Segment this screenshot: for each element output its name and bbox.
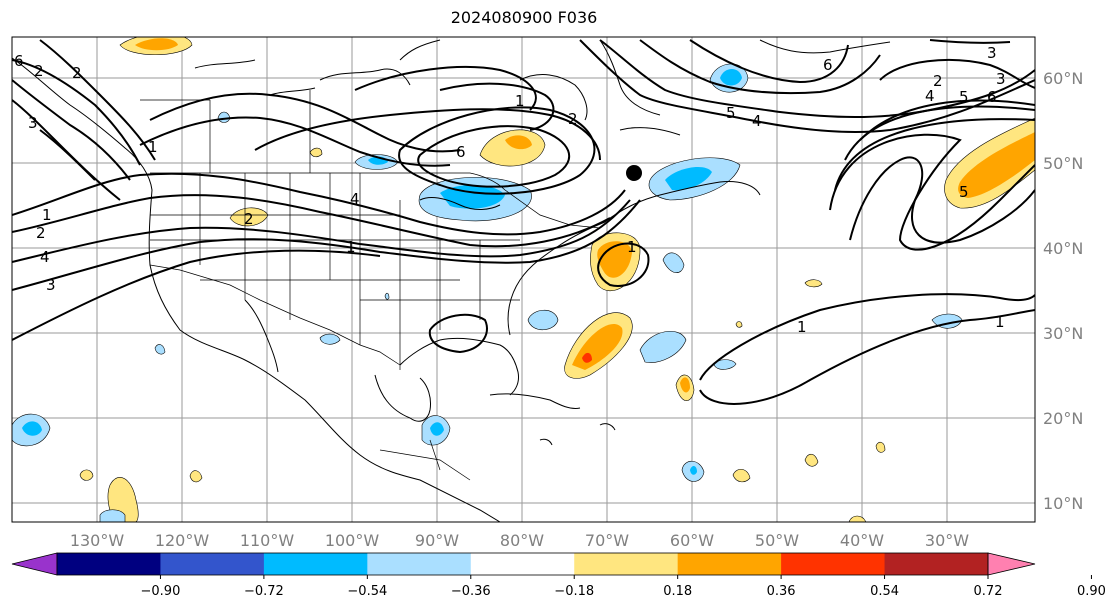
lon-label: 110°W (240, 531, 295, 550)
contour-label: 1 (797, 318, 807, 336)
colorbar-extend-high (987, 552, 1036, 576)
colorbar-bin (367, 553, 472, 575)
contour-label: 2 (36, 224, 46, 242)
contour-label: 2 (933, 72, 943, 90)
contour-label: 5 (726, 104, 736, 122)
contour-label: 4 (40, 248, 50, 266)
colorbar: −0.90 −0.72 −0.54 −0.36 −0.18 0.18 0.36 0.54 0.7… (11, 552, 1105, 599)
colorbar-extend-low (11, 552, 58, 576)
contour-label: 4 (752, 112, 762, 130)
contour-label: 1 (148, 138, 158, 156)
colorbar-tick-label: −0.18 (554, 584, 594, 599)
colorbar-bin (57, 553, 161, 575)
colorbar-bin (470, 553, 575, 575)
lat-label: 40°N (1043, 239, 1083, 258)
contour-label: 2 (244, 210, 254, 228)
contour-label: 6 (987, 88, 997, 106)
colorbar-bin (677, 553, 782, 575)
contour-label: 2 (568, 110, 578, 128)
map-frame (11, 36, 1036, 523)
colorbar-bin (574, 553, 679, 575)
lon-label: 80°W (500, 531, 544, 550)
contour-label: 1 (627, 238, 637, 256)
contour-label: 1 (346, 238, 356, 256)
colorbar-outline (56, 552, 989, 576)
contour-label-group: 6 2 2 3 1 1 2 4 3 1 2 6 4 1 2 1 6 3 2 3 … (14, 44, 1006, 336)
colorbar-tick-label: 0.36 (767, 584, 796, 599)
contour-label: 6 (14, 52, 24, 70)
colorbar-bin (884, 553, 989, 575)
contour-label: 5 (959, 88, 969, 106)
lon-label: 50°W (755, 531, 799, 550)
colorbar-tick-label: 0.72 (974, 584, 1003, 599)
contour-label: 3 (987, 44, 997, 62)
contour-label: 5 (959, 183, 969, 201)
contour-label: 1 (995, 313, 1005, 331)
lon-label: 90°W (415, 531, 459, 550)
colorbar-tick-label: −0.72 (244, 584, 284, 599)
political-borders (140, 90, 601, 481)
contour-label: 2 (72, 64, 82, 82)
contour-label: 6 (456, 143, 466, 161)
lat-label: 50°N (1043, 154, 1083, 173)
contour-label: 3 (996, 70, 1006, 88)
lon-label: 40°W (840, 531, 884, 550)
lon-label: 100°W (325, 531, 380, 550)
colorbar-tick-label: 0.54 (870, 584, 899, 599)
contour-label: 4 (925, 87, 935, 105)
lon-label: 70°W (585, 531, 629, 550)
colorbar-tick-label: 0.90 (1077, 584, 1105, 599)
lat-label: 60°N (1043, 69, 1083, 88)
colorbar-bin (781, 553, 886, 575)
coastlines (12, 39, 891, 522)
lon-label: 130°W (70, 531, 125, 550)
colorbar-tick-label: −0.90 (141, 584, 181, 599)
contour-label: 1 (42, 206, 52, 224)
longitude-labels: 130°W 120°W 110°W 100°W 90°W 80°W 70°W 6… (70, 531, 969, 550)
lon-label: 30°W (925, 531, 969, 550)
contour-label: 1 (515, 92, 525, 110)
colorbar-bin (160, 553, 265, 575)
colorbar-bin (263, 553, 368, 575)
contour-label: 3 (28, 114, 38, 132)
lat-label: 30°N (1043, 324, 1083, 343)
contour-label: 3 (46, 276, 56, 294)
lon-label: 60°W (670, 531, 714, 550)
contour-label: 4 (350, 190, 360, 208)
lat-label: 20°N (1043, 409, 1083, 428)
map-title: 2024080900 F036 (450, 8, 598, 27)
colorbar-tick-label: −0.36 (451, 584, 491, 599)
lon-label: 120°W (155, 531, 210, 550)
latitude-labels: 60°N 50°N 40°N 30°N 20°N 10°N (1043, 69, 1083, 513)
colorbar-tick-label: 0.18 (663, 584, 692, 599)
location-marker (626, 165, 642, 181)
colorbar-tick-label: −0.54 (347, 584, 387, 599)
lat-label: 10°N (1043, 494, 1083, 513)
contour-label: 2 (34, 62, 44, 80)
contour-label: 6 (823, 56, 833, 74)
contour-lines (12, 39, 1035, 405)
